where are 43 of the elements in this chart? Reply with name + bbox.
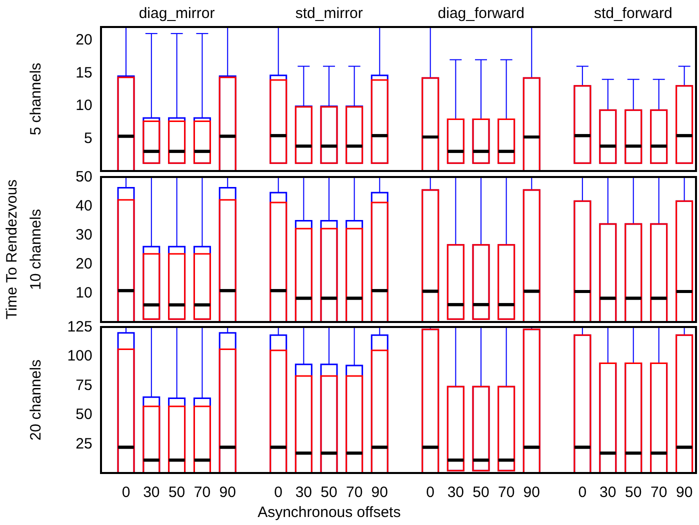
x-tick-label: 90 [371, 484, 388, 501]
y-tick-label: 125 [67, 318, 92, 336]
y-tick-label: 10 [76, 97, 92, 114]
x-tick-label: 0 [426, 484, 435, 501]
y-tick-label: 50 [76, 168, 92, 186]
text: Time To Rendezvous [4, 179, 20, 320]
x-tick-label: 90 [219, 484, 236, 501]
x-tick-label: 50 [320, 484, 338, 501]
chart-title: std_mirror [295, 5, 363, 22]
x-tick-label: 30 [143, 484, 160, 501]
y-tick-label: 100 [67, 348, 92, 365]
x-tick-label: 30 [448, 484, 464, 501]
y-axis-title: 20 channels [27, 360, 44, 440]
x-tick-label: 70 [346, 484, 363, 501]
chart-title: std_forward [594, 5, 673, 22]
y-tick-label: 25 [76, 435, 92, 452]
y-tick-label: 15 [76, 64, 92, 82]
y-tick-label: 40 [76, 198, 92, 214]
x-tick-label: 90 [676, 484, 694, 501]
x-axis-title: Asynchronous offsets [257, 504, 401, 521]
y-tick-label: 20 [76, 256, 92, 272]
x-tick-label: 50 [625, 484, 642, 501]
x-tick-label: 50 [472, 484, 490, 501]
x-tick-label: 0 [578, 484, 588, 501]
y-tick-label: 75 [76, 376, 92, 394]
y-axis-title: 10 channels [27, 209, 44, 290]
y-tick-label: 30 [76, 226, 92, 244]
x-tick-label: 0 [122, 484, 130, 501]
y-tick-label: 10 [76, 284, 92, 302]
x-tick-label: 50 [168, 484, 186, 501]
x-tick-label: 30 [600, 484, 617, 501]
x-tick-label: 90 [523, 484, 540, 501]
x-tick-label: 70 [650, 484, 668, 501]
x-tick-label: 30 [295, 484, 312, 501]
y-axis-title: 5 channels [27, 62, 44, 136]
y-tick-label: 5 [84, 130, 92, 147]
chart-title: diag_mirror [138, 5, 215, 22]
chart-title: diag_forward [438, 5, 525, 22]
x-tick-label: 0 [274, 484, 282, 501]
x-tick-label: 70 [194, 484, 211, 501]
x-tick-label: 70 [498, 484, 515, 501]
y-tick-label: 50 [76, 406, 92, 424]
y-tick-label: 20 [76, 32, 92, 49]
